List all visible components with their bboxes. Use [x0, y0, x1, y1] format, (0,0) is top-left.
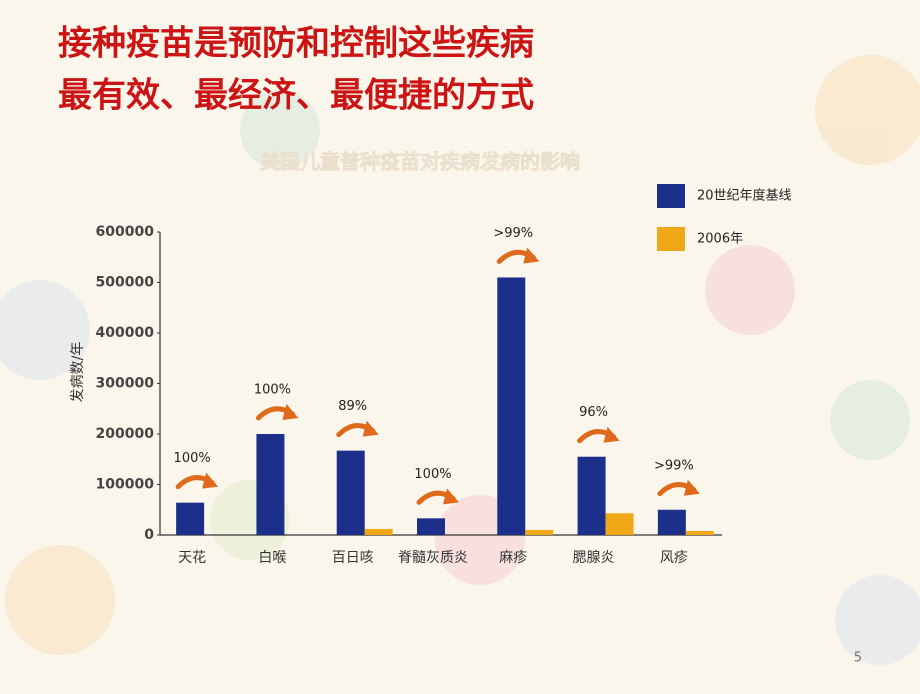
x-tick-label: 腮腺炎 [573, 550, 615, 566]
page-number: 5 [854, 651, 862, 666]
x-tick-label: 麻疹 [499, 550, 527, 566]
annotation: >99% [493, 226, 533, 241]
bar [417, 518, 445, 535]
annotation: 96% [579, 405, 608, 420]
y-tick-label: 200000 [96, 426, 155, 442]
slide-title: 接种疫苗是预防和控制这些疾病 [58, 24, 534, 64]
y-tick-label: 0 [144, 527, 154, 543]
x-tick-label: 白喉 [258, 550, 286, 566]
y-tick-label: 100000 [96, 477, 155, 493]
x-tick-label: 天花 [178, 550, 206, 566]
x-tick-label: 脊髓灰质炎 [398, 550, 468, 566]
legend-label: 20世纪年度基线 [697, 188, 792, 204]
bar [605, 513, 634, 535]
annotation: 100% [174, 451, 211, 466]
bar [364, 528, 393, 535]
annotation: >99% [654, 458, 694, 473]
y-tick-label: 400000 [96, 325, 155, 341]
arrow-head [523, 247, 540, 264]
y-tick-label: 600000 [96, 224, 155, 240]
chart-title: 美国儿童普种疫苗对疾病发病的影响 [260, 150, 580, 174]
bar [497, 277, 526, 535]
y-tick-label: 500000 [96, 275, 155, 291]
arrow-head [683, 479, 700, 496]
x-tick-label: 风疹 [660, 550, 688, 566]
bar [657, 509, 686, 535]
legend-swatch [657, 227, 685, 251]
arrow-head [603, 426, 620, 443]
bar [336, 450, 365, 535]
background-decor [0, 55, 920, 665]
arrow-head [202, 472, 219, 489]
y-axis-label: 发病数/年 [70, 342, 86, 403]
legend-swatch [657, 184, 685, 208]
bar [256, 434, 285, 535]
annotation: 100% [254, 383, 291, 398]
legend-label: 2006年 [697, 232, 743, 247]
bar [685, 530, 714, 535]
arrow-head [282, 404, 299, 420]
annotation: 100% [414, 467, 451, 482]
slide-title: 最有效、最经济、最便捷的方式 [58, 76, 534, 116]
bar [525, 529, 554, 535]
arrow-head [443, 488, 459, 505]
bar [176, 502, 205, 535]
annotation: 89% [338, 399, 367, 414]
x-tick-label: 百日咳 [332, 550, 374, 566]
arrow-head [362, 420, 379, 437]
y-tick-label: 300000 [96, 376, 155, 392]
bar [577, 456, 606, 535]
